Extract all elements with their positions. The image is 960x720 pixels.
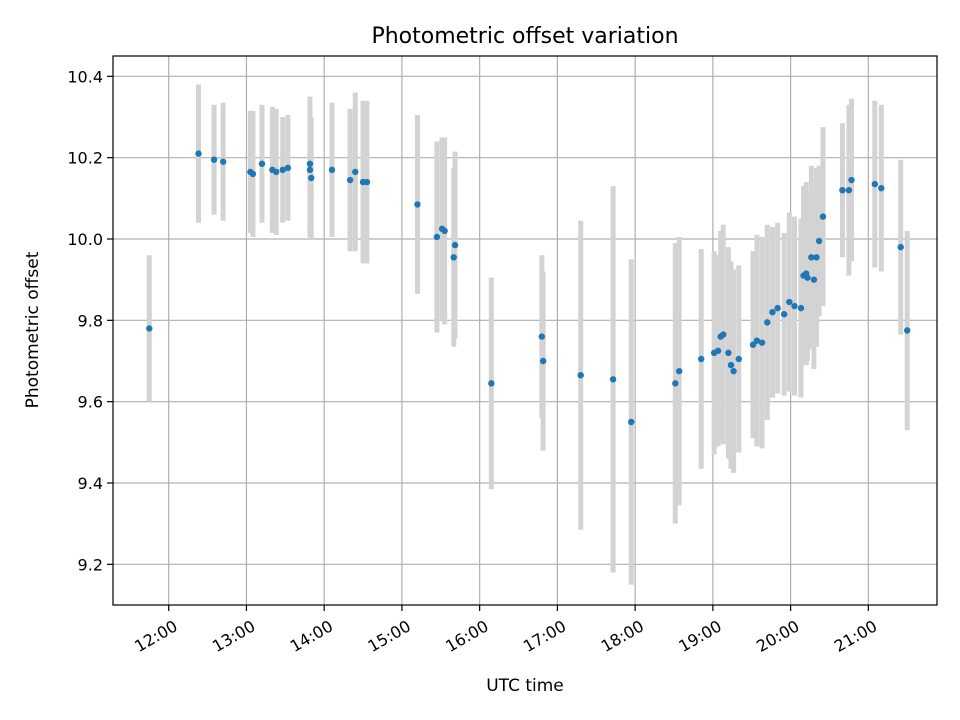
data-point xyxy=(786,298,793,306)
chart-title: Photometric offset variation xyxy=(371,24,678,49)
data-point xyxy=(306,166,314,174)
data-point xyxy=(845,187,853,194)
data-point xyxy=(284,164,292,172)
data-points xyxy=(146,150,911,426)
data-point xyxy=(352,168,359,176)
data-point xyxy=(577,372,584,379)
data-point xyxy=(363,178,371,186)
data-point xyxy=(848,176,855,184)
data-point xyxy=(698,355,705,363)
data-point xyxy=(258,160,266,167)
data-point xyxy=(628,418,635,426)
data-point xyxy=(720,331,727,338)
data-point xyxy=(210,156,218,163)
data-point xyxy=(735,355,742,363)
data-point xyxy=(306,160,314,167)
data-point xyxy=(897,243,904,251)
data-point xyxy=(764,319,771,326)
data-point xyxy=(675,367,683,375)
data-point xyxy=(878,184,885,192)
data-point xyxy=(488,380,495,387)
data-point xyxy=(249,170,257,178)
data-point xyxy=(672,380,679,387)
plot-frame xyxy=(112,55,938,606)
y-axis-label: Photometric offset xyxy=(23,251,43,408)
data-point xyxy=(780,311,788,318)
data-point xyxy=(441,227,448,235)
data-point xyxy=(727,361,735,369)
data-point xyxy=(730,367,737,375)
data-point xyxy=(609,376,617,383)
data-point xyxy=(539,357,547,365)
y-tick-label: 9.8 xyxy=(78,311,103,330)
data-point xyxy=(146,325,153,332)
data-point xyxy=(753,337,761,344)
data-point xyxy=(813,254,820,261)
data-point xyxy=(725,349,732,357)
data-point xyxy=(346,176,354,184)
data-point xyxy=(791,302,798,310)
y-tick-label: 9.4 xyxy=(78,474,103,493)
data-point xyxy=(810,276,818,283)
data-point xyxy=(839,187,846,194)
x-axis-label: UTC time xyxy=(486,676,564,696)
data-point xyxy=(714,347,722,355)
data-point xyxy=(815,237,823,245)
y-axis: 9.2 9.4 9.6 9.8 10.0 10.2 10.4 xyxy=(67,67,113,574)
data-point xyxy=(904,327,911,334)
data-point xyxy=(451,241,459,249)
data-point xyxy=(450,254,457,261)
data-point xyxy=(195,150,202,157)
y-tick-label: 10.0 xyxy=(67,230,103,249)
data-point xyxy=(804,274,811,281)
data-point xyxy=(414,201,421,208)
data-point xyxy=(758,339,766,346)
data-point xyxy=(279,166,286,174)
data-point xyxy=(273,168,280,176)
data-point xyxy=(808,254,815,261)
data-point xyxy=(328,166,336,174)
data-point xyxy=(749,341,757,348)
data-point xyxy=(433,233,441,241)
data-point xyxy=(797,304,805,312)
data-point xyxy=(308,174,315,182)
y-tick-label: 9.2 xyxy=(78,555,103,574)
y-tick-label: 10.2 xyxy=(67,149,103,168)
y-tick-label: 9.6 xyxy=(78,393,103,412)
data-point xyxy=(871,180,879,188)
data-point xyxy=(774,304,781,312)
data-point xyxy=(769,309,776,316)
y-tick-label: 10.4 xyxy=(67,67,103,86)
data-point xyxy=(819,213,827,220)
data-point xyxy=(219,158,227,165)
data-point xyxy=(538,333,546,340)
